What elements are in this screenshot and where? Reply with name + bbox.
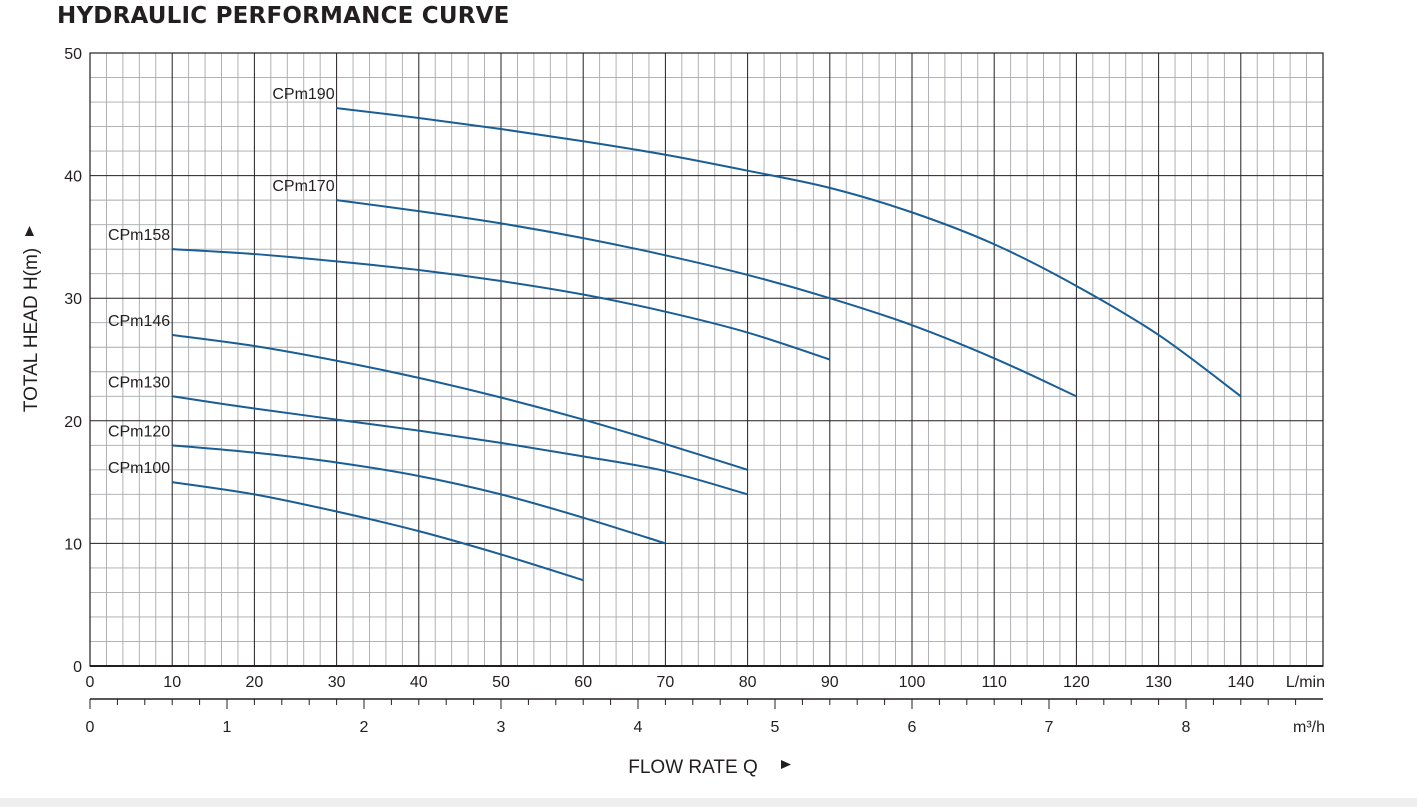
x2-tick-label: 6 — [908, 719, 917, 736]
y-axis-arrow-icon — [25, 226, 34, 236]
y-tick-label: 20 — [64, 414, 82, 431]
major-grid — [90, 53, 1323, 666]
series-labels: CPm190 CPm170 CPm158 CPm146 CPm130 CPm120 CPm1… — [108, 86, 335, 477]
x-tick-label: 100 — [899, 674, 926, 691]
series-label-cpm120: CPm120 — [108, 423, 170, 440]
curve-cpm146 — [172, 333, 748, 471]
x-tick-label: 50 — [492, 674, 510, 691]
x2-tick-label: 8 — [1182, 719, 1191, 736]
curves — [172, 107, 1242, 582]
x-axis-title: FLOW RATE Q — [628, 757, 757, 778]
x-tick-label: 80 — [739, 674, 757, 691]
curve-cpm190 — [336, 107, 1242, 398]
curve-cpm130 — [172, 395, 748, 496]
footer-band — [0, 798, 1417, 807]
minor-grid — [90, 53, 1323, 666]
x-tick-label: 140 — [1227, 674, 1254, 691]
x2-tick-label: 0 — [86, 719, 95, 736]
curve-cpm100 — [172, 481, 584, 582]
x-axis-arrow-icon — [781, 760, 791, 769]
y-tick-label: 30 — [64, 291, 82, 308]
x-tick-label: 120 — [1063, 674, 1090, 691]
x-tick-label: 10 — [163, 674, 181, 691]
x-tick-label: 30 — [328, 674, 346, 691]
x-tick-label: 70 — [657, 674, 675, 691]
x2-tick-label: 4 — [634, 719, 643, 736]
x-tick-label: 40 — [410, 674, 428, 691]
series-label-cpm170: CPm170 — [272, 178, 334, 195]
x2-tick-label: 1 — [223, 719, 232, 736]
series-label-cpm100: CPm100 — [108, 460, 170, 477]
x2-tick-label: 7 — [1045, 719, 1054, 736]
x-tick-label: 110 — [981, 674, 1007, 691]
x2-unit-label: m³/h — [1293, 719, 1325, 736]
x-tick-label: 0 — [86, 674, 95, 691]
series-label-cpm130: CPm130 — [108, 374, 170, 391]
y-tick-label: 0 — [73, 659, 82, 676]
y-tick-label: 40 — [64, 169, 82, 186]
chart-title: HYDRAULIC PERFORMANCE CURVE — [57, 3, 510, 29]
x-tick-label: 20 — [246, 674, 264, 691]
x2-tick-label: 2 — [360, 719, 369, 736]
x2-tick-label: 3 — [497, 719, 506, 736]
series-label-cpm158: CPm158 — [108, 227, 170, 244]
curve-cpm158 — [172, 248, 831, 361]
plot-frame — [89, 52, 1324, 667]
y-tick-label: 10 — [64, 536, 82, 553]
series-label-cpm146: CPm146 — [108, 313, 170, 330]
curve-cpm120 — [172, 444, 666, 545]
x-unit-label: L/min — [1286, 674, 1325, 691]
x-tick-label: 60 — [574, 674, 592, 691]
y-axis-title: TOTAL HEAD H(m) — [21, 248, 42, 412]
x-tick-label: 90 — [821, 674, 839, 691]
curve-cpm170 — [336, 199, 1077, 398]
y-tick-label: 50 — [64, 46, 82, 63]
series-label-cpm190: CPm190 — [272, 86, 334, 103]
x2-tick-label: 5 — [771, 719, 780, 736]
x-tick-label: 130 — [1145, 674, 1172, 691]
